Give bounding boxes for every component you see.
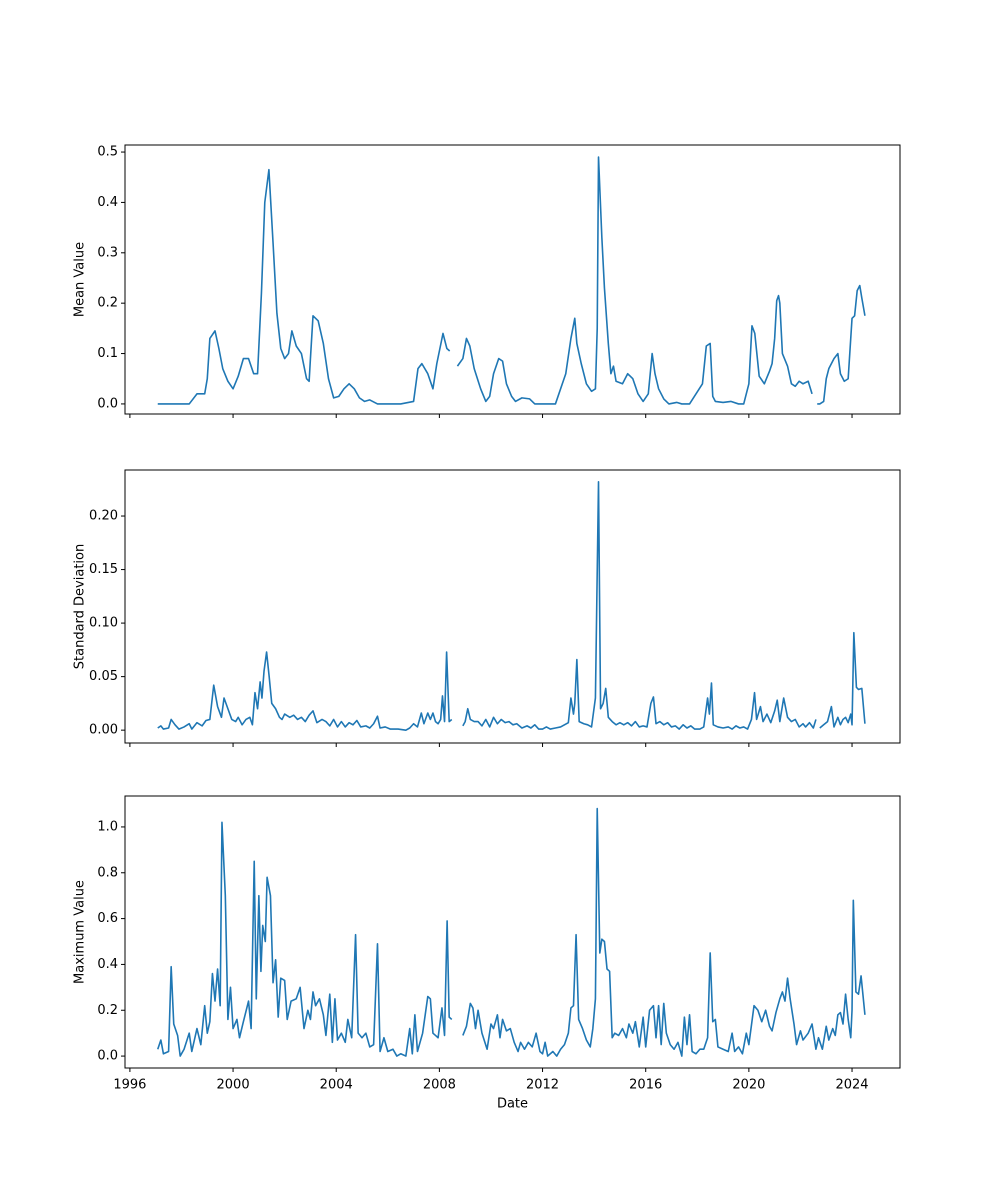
plot-frame [124, 144, 901, 415]
panel: 0.00 0.05 0.10 0.15 0.20 Standard Deviation [73, 509, 853, 747]
y-tick-label: 0.00 [89, 723, 118, 738]
y-tick-label: 0.0 [97, 396, 118, 411]
x-axis-label: Date [497, 1097, 528, 1112]
plot-frame [124, 469, 901, 744]
y-tick-label: 0.2 [97, 1003, 118, 1018]
y-tick-label: 0.5 [97, 145, 118, 160]
y-axis-label: Mean Value [73, 242, 88, 317]
y-axis-label: Maximum Value [73, 880, 88, 984]
x-tick-label: 1996 [113, 1078, 146, 1093]
data-line [157, 480, 866, 731]
x-tick-label: 2016 [629, 1078, 662, 1093]
x-tick-label: 2020 [732, 1078, 765, 1093]
plot-frame [124, 795, 901, 1069]
y-tick-label: 0.3 [97, 245, 118, 260]
y-tick-label: 0.15 [89, 562, 118, 577]
panel: 0.0 0.1 0.2 0.3 0.4 0.5 Mean Value [73, 145, 853, 418]
y-tick-label: 0.20 [89, 509, 118, 524]
panel: 0.0 0.2 0.4 0.6 0.8 1.0 1996 2000 2004 2008 2012 20… [73, 819, 869, 1111]
x-tick-label: 2024 [835, 1078, 868, 1093]
y-tick-label: 0.6 [97, 911, 118, 926]
y-tick-label: 1.0 [97, 819, 118, 834]
y-tick-label: 0.4 [97, 957, 118, 972]
y-axis-label: Standard Deviation [73, 544, 88, 669]
y-tick-label: 0.05 [89, 669, 118, 684]
x-tick-label: 2012 [526, 1078, 559, 1093]
y-tick-label: 0.2 [97, 296, 118, 311]
x-tick-label: 2004 [320, 1078, 353, 1093]
y-tick-label: 0.4 [97, 195, 118, 210]
y-tick-label: 0.10 [89, 616, 118, 631]
data-line [156, 807, 866, 1057]
y-tick-label: 0.1 [97, 346, 118, 361]
x-tick-label: 2008 [423, 1078, 456, 1093]
y-tick-label: 0.8 [97, 865, 118, 880]
x-tick-label: 2000 [217, 1078, 250, 1093]
y-tick-label: 0.0 [97, 1049, 118, 1064]
data-line [157, 156, 866, 405]
